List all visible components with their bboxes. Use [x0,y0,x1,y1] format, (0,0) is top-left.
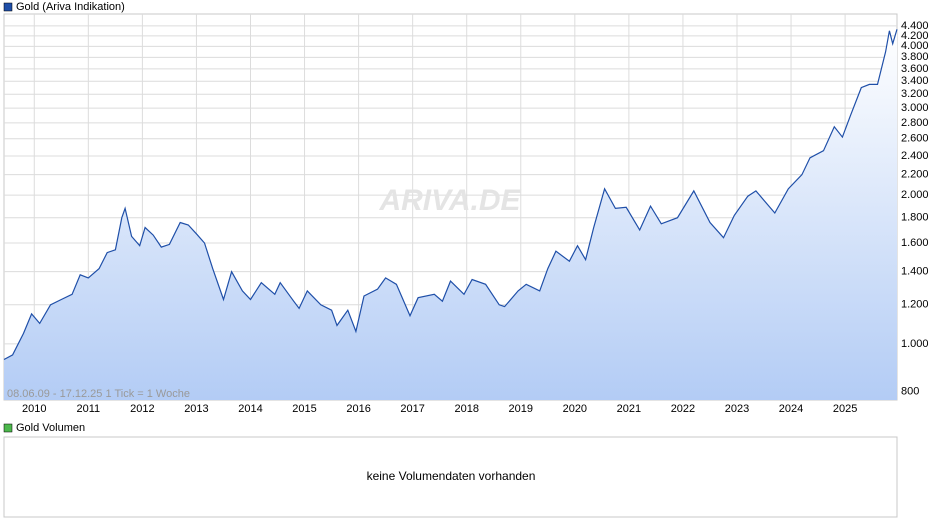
volume-title: Gold Volumen [16,422,85,434]
y-tick-label: 2.200 [901,169,929,181]
x-tick-label: 2016 [346,403,370,415]
y-tick-label: 1.800 [901,212,929,224]
annotation: 08.06.09 - 17.12.25 1 Tick = 1 Woche [7,388,190,400]
y-tick-label: 3.000 [901,102,929,114]
x-tick-label: 2021 [617,403,641,415]
x-tick-label: 2023 [725,403,749,415]
x-tick-label: 2014 [238,403,262,415]
y-tick-label: 4.000 [901,40,929,52]
line [3,29,898,361]
y-tick-label: 2.800 [901,117,929,129]
y-tick-label: 3.200 [901,88,929,100]
y-tick-label: 3.400 [901,75,929,87]
volume-swatch [3,423,13,433]
y-tick-label: 1.600 [901,237,929,249]
x-tick-label: 2013 [184,403,208,415]
y-tick-label: 4.400 [901,20,929,32]
x-tick-label: 2019 [509,403,533,415]
x-tick-label: 2024 [779,403,803,415]
y-tick-label: 3.600 [901,63,929,75]
x-tick-label: 2025 [833,403,857,415]
x-tick-label: 2020 [563,403,587,415]
y-tick-label: 2.000 [901,189,929,201]
legend-swatch [3,2,13,12]
y-tick-label: 1.000 [901,338,929,350]
watermark: ARIVA.DE [378,184,521,217]
y-tick-label: 1.200 [901,299,929,311]
y-tick-label: 1.400 [901,266,929,278]
volume-panel [3,436,898,518]
x-tick-label: 2012 [130,403,154,415]
x-tick-label: 2018 [454,403,478,415]
y-tick-label: 2.600 [901,133,929,145]
x-tick-label: 2010 [22,403,46,415]
volume-message: keine Volumendaten vorhanden [367,469,536,483]
x-tick-label: 2017 [400,403,424,415]
y-tick-label: 800 [901,386,919,398]
area [4,29,897,401]
chart-title: Gold (Ariva Indikation) [16,1,125,13]
x-tick-label: 2011 [76,403,100,415]
y-tick-label: 3.800 [901,51,929,63]
y-tick-label: 2.400 [901,150,929,162]
y-tick-label: 4.200 [901,30,929,42]
x-tick-label: 2022 [671,403,695,415]
x-tick-label: 2015 [292,403,316,415]
